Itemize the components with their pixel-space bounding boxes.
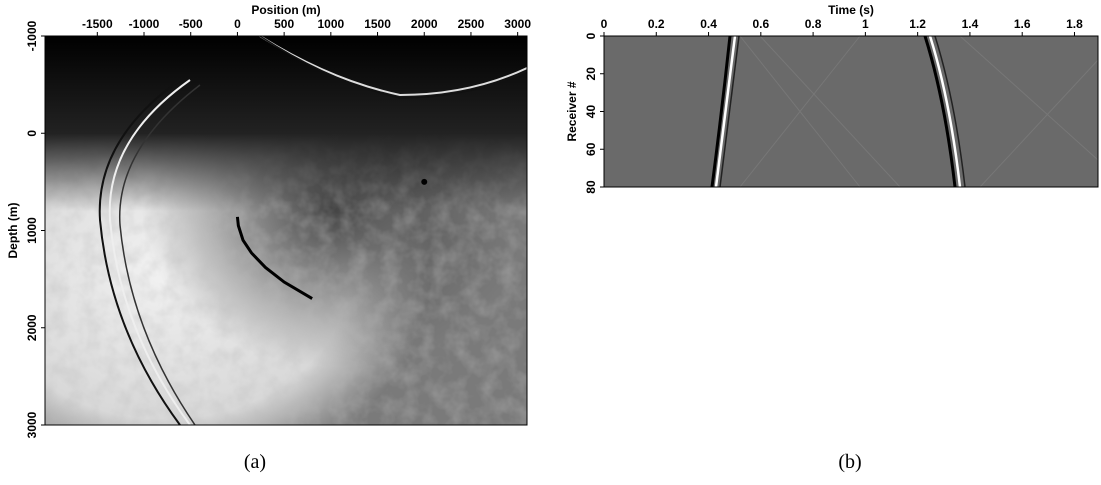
x-tick-label: 0.8 [805, 17, 822, 31]
x-tick-label: 1000 [317, 17, 344, 31]
y-tick-label: 3000 [25, 411, 39, 438]
y-tick-label: 2000 [25, 314, 39, 341]
y-axis-label: Depth (m) [6, 203, 20, 259]
x-tick-label: -1500 [82, 17, 113, 31]
source-point [421, 178, 428, 185]
y-axis-label: Receiver # [565, 81, 579, 141]
x-tick-label: -500 [179, 17, 203, 31]
x-axis-label: Position (m) [251, 3, 320, 17]
x-tick-label: 1.6 [1014, 17, 1031, 31]
x-tick-label: 0 [234, 17, 241, 31]
y-tick-label: 0 [25, 130, 39, 137]
y-tick-label: 20 [584, 67, 598, 81]
y-tick-label: 80 [584, 180, 598, 194]
panel-caption: (b) [838, 451, 861, 473]
x-tick-label: 1 [862, 17, 869, 31]
x-tick-label: 0.6 [752, 17, 769, 31]
x-tick-label: 0 [601, 17, 608, 31]
x-tick-label: 500 [274, 17, 294, 31]
x-tick-label: 2000 [411, 17, 438, 31]
y-tick-label: 0 [584, 32, 598, 39]
x-tick-label: 1.2 [909, 17, 926, 31]
panel-caption: (a) [244, 451, 266, 473]
y-tick-label: 60 [584, 142, 598, 156]
x-tick-label: -1000 [129, 17, 160, 31]
depth-image [45, 36, 527, 425]
x-tick-label: 0.2 [648, 17, 665, 31]
x-tick-label: 1.8 [1066, 17, 1083, 31]
x-tick-label: 3000 [504, 17, 531, 31]
x-tick-label: 0.4 [700, 17, 717, 31]
x-tick-label: 1.4 [962, 17, 979, 31]
y-tick-label: -1000 [25, 20, 39, 51]
x-tick-label: 2500 [458, 17, 485, 31]
gather-image [604, 35, 1099, 188]
y-tick-label: 40 [584, 105, 598, 119]
y-tick-label: 1000 [25, 217, 39, 244]
x-tick-label: 1500 [364, 17, 391, 31]
x-axis-label: Time (s) [828, 3, 874, 17]
well-trajectory [235, 216, 313, 300]
